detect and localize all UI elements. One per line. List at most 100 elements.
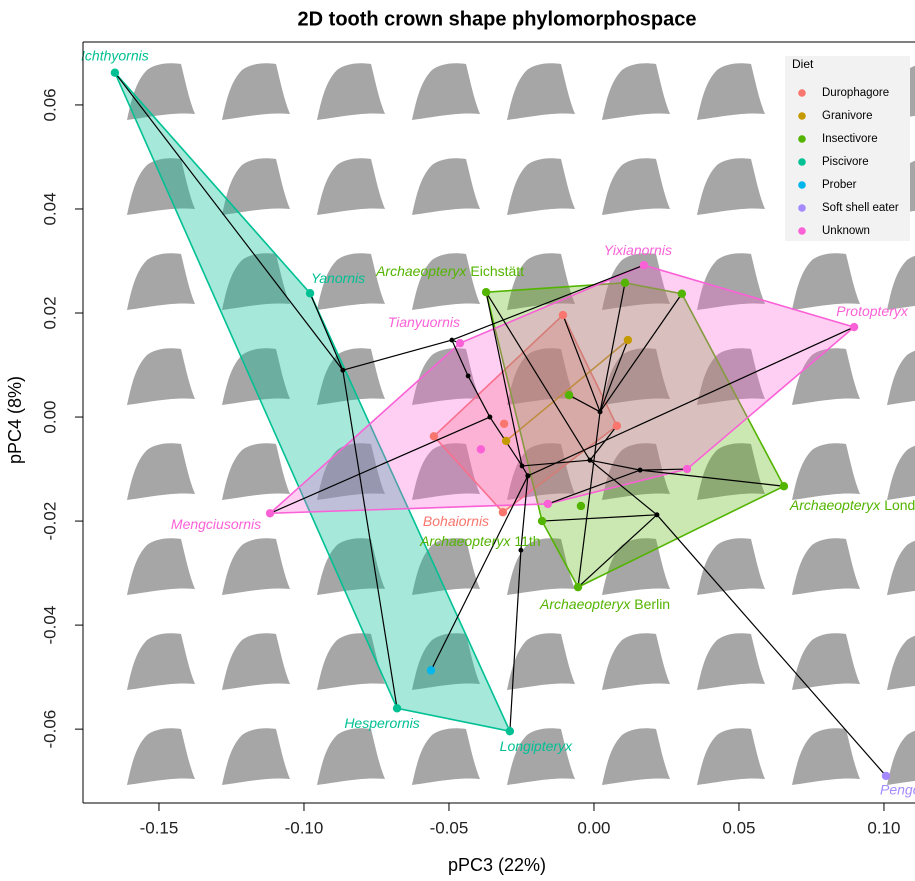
tree-branch xyxy=(577,411,601,588)
point-label: ArchaeopteryxLondon xyxy=(789,497,915,513)
point xyxy=(682,464,692,474)
label-part: 11th xyxy=(514,533,540,549)
point xyxy=(537,516,547,526)
tree-branch xyxy=(589,459,641,471)
legend-title: Diet xyxy=(792,57,814,71)
tree-branch xyxy=(485,291,591,461)
tree-branch xyxy=(599,339,629,413)
tree-branch xyxy=(342,339,453,371)
point xyxy=(576,501,586,511)
point xyxy=(881,771,891,781)
legend-marker xyxy=(798,89,806,97)
label-part: Archaeopteryx xyxy=(789,497,881,513)
point xyxy=(543,499,553,509)
label-part: Archaeopteryx xyxy=(375,263,467,279)
point xyxy=(265,509,275,518)
point xyxy=(779,482,789,491)
tree-branch xyxy=(599,293,683,413)
point xyxy=(564,390,574,400)
tree-branch xyxy=(589,425,618,461)
tree-node xyxy=(597,409,603,415)
point xyxy=(305,289,315,298)
point xyxy=(639,260,649,270)
point-label: Yanornis xyxy=(311,270,365,286)
legend-label: Piscivore xyxy=(822,156,869,168)
x-tick-label: -0.15 xyxy=(140,818,179,837)
point-label: Longipteryx xyxy=(500,738,573,754)
legend-label: Insectivore xyxy=(822,133,878,145)
tree-branch xyxy=(656,514,887,777)
y-tick-label: 0.06 xyxy=(40,88,59,121)
point xyxy=(426,666,436,675)
tree-branch xyxy=(599,282,626,412)
tree-branch xyxy=(542,514,657,522)
tree-branch xyxy=(451,339,469,377)
point xyxy=(558,310,568,320)
x-tick-label: -0.05 xyxy=(430,818,469,837)
point-label: Yixianornis xyxy=(604,242,672,258)
point xyxy=(573,582,583,592)
point xyxy=(612,421,622,431)
tree-branch xyxy=(640,469,784,487)
legend-marker xyxy=(798,204,806,212)
point xyxy=(498,508,508,517)
legend-label: Unknown xyxy=(822,225,870,237)
tree-branch xyxy=(562,314,601,413)
label-part: London xyxy=(884,497,915,513)
point xyxy=(849,322,859,332)
legend-marker xyxy=(798,181,806,189)
legend-label: Durophagore xyxy=(822,87,889,99)
legend-label: Granivore xyxy=(822,110,873,122)
legend-box xyxy=(785,56,910,241)
point-label: Hesperornis xyxy=(344,715,419,731)
y-tick-label: -0.02 xyxy=(40,502,59,541)
tree-branch xyxy=(522,459,590,467)
tree-branch xyxy=(527,326,855,477)
point xyxy=(481,287,491,297)
y-tick-label: 0.02 xyxy=(40,296,59,329)
point-label: Archaeopteryx Eichstätt xyxy=(375,263,524,279)
tree-branch xyxy=(547,469,641,505)
label-part: Berlin xyxy=(634,596,670,612)
tree-branch xyxy=(520,475,529,551)
tree-node xyxy=(637,467,643,473)
tree-branch xyxy=(568,394,601,413)
point xyxy=(429,432,439,441)
legend-label: Prober xyxy=(822,179,857,191)
tree-branch xyxy=(342,370,398,709)
tree-node xyxy=(487,414,493,420)
x-tick-label: 0.10 xyxy=(867,818,900,837)
point xyxy=(455,338,465,348)
point xyxy=(677,289,687,298)
point xyxy=(505,727,515,736)
x-tick-label: 0.05 xyxy=(722,818,755,837)
point xyxy=(499,419,509,429)
point-label: Protopteryx xyxy=(836,303,909,319)
legend-marker xyxy=(798,135,806,143)
point xyxy=(501,436,511,446)
point-label: Mengciusornis xyxy=(171,516,261,532)
legend-label: Soft shell eater xyxy=(822,202,899,214)
tree-node xyxy=(654,512,660,518)
point xyxy=(476,445,486,454)
tree-branch xyxy=(577,514,658,588)
point xyxy=(623,335,633,345)
legend-marker xyxy=(798,227,806,235)
label-part: Archaeopteryx xyxy=(419,533,511,549)
tree-branch xyxy=(451,264,645,341)
point xyxy=(620,278,630,288)
tree-branch xyxy=(269,416,491,514)
tree-branch xyxy=(640,468,688,471)
point-label: Archaeopteryx 11th xyxy=(419,533,540,549)
label-part: Archaeopteryx xyxy=(539,596,631,612)
y-tick-label: 0.00 xyxy=(40,400,59,433)
point-label: Pengornis xyxy=(880,782,915,798)
tree-branch xyxy=(485,292,523,467)
point-label: Archaeopteryx Berlin xyxy=(539,596,670,612)
tree-branch xyxy=(509,550,522,732)
tree-branch xyxy=(114,72,344,371)
tree-node xyxy=(525,473,531,479)
x-tick-label: 0.00 xyxy=(577,818,610,837)
point-label: Bohaiornis xyxy=(423,513,489,529)
